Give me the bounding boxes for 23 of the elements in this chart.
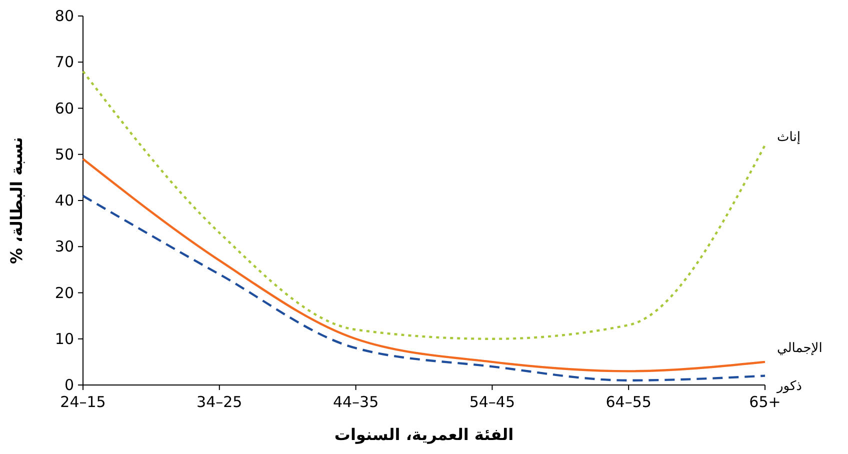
- y-tick-label: 40: [54, 192, 74, 210]
- x-tick-label: 34–25: [196, 393, 242, 411]
- y-tick-label: 10: [54, 330, 74, 348]
- series-label: الإجمالي: [777, 340, 822, 356]
- y-tick-label: 20: [54, 284, 74, 302]
- series-label: ذكور: [776, 378, 802, 394]
- y-tick-label: 70: [54, 53, 74, 72]
- y-tick-label: 50: [54, 145, 74, 164]
- x-tick-label: 65+: [749, 393, 781, 411]
- y-tick-label: 60: [54, 99, 74, 118]
- y-tick-label: 0: [64, 376, 74, 394]
- x-axis-title: الفئة العمرية، السنوات: [334, 425, 514, 444]
- line-series: [82, 194, 766, 382]
- x-tick-label: 44–35: [332, 393, 379, 411]
- series-label: إناث: [777, 130, 800, 146]
- line-series: [82, 158, 766, 372]
- y-tick-label: 30: [54, 238, 74, 256]
- y-axis-title: نسبة البطالة، %: [7, 136, 26, 264]
- x-tick-label: 64–55: [606, 393, 652, 411]
- line-series: [82, 70, 766, 340]
- y-tick-label: 80: [54, 7, 74, 25]
- x-tick-label: 24–15: [60, 393, 106, 411]
- x-tick-label: 54–45: [469, 393, 516, 411]
